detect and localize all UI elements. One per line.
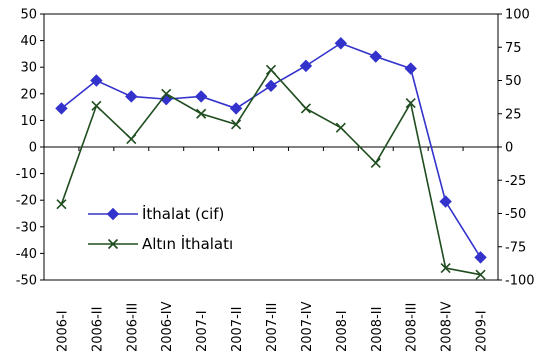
category-label: 2006-II bbox=[90, 307, 105, 352]
series-1-point bbox=[125, 90, 138, 103]
series-2 bbox=[56, 64, 486, 280]
right-axis-tick-label: 75 bbox=[505, 41, 522, 56]
category-label: 2008-II bbox=[370, 307, 385, 352]
left-axis-tick-label: 20 bbox=[20, 87, 37, 102]
series-2-point bbox=[161, 88, 172, 99]
series-2-point bbox=[370, 157, 381, 169]
category-label: 2008-III bbox=[405, 303, 420, 352]
right-axis-tick-label: -100 bbox=[505, 274, 535, 289]
category-label: 2007-III bbox=[265, 303, 280, 352]
right-axis-tick-label: 50 bbox=[505, 74, 522, 89]
category-label: 2007-II bbox=[230, 307, 245, 352]
series-2-point bbox=[91, 100, 102, 111]
series-1-point bbox=[194, 90, 208, 103]
chart-axes: 50403020100-10-20-30-40-501007550250-25-… bbox=[16, 8, 535, 353]
series-2-point bbox=[300, 103, 311, 114]
left-axis-tick-label: 40 bbox=[20, 34, 37, 49]
series-1-point bbox=[369, 50, 382, 63]
category-label: 2006-IV bbox=[160, 301, 175, 352]
series-2-point bbox=[231, 119, 242, 130]
series-1-point bbox=[299, 59, 313, 73]
legend-entry-1: İthalat (cif) bbox=[88, 204, 224, 223]
category-label: 2009-I bbox=[475, 310, 490, 352]
series-2-point bbox=[475, 269, 486, 280]
category-label: 2007-IV bbox=[300, 301, 315, 352]
right-axis-tick-label: 100 bbox=[505, 8, 530, 23]
chart-series-layer bbox=[55, 37, 487, 280]
series-2-point bbox=[126, 133, 137, 145]
legend-marker bbox=[106, 207, 120, 221]
series-2-point bbox=[196, 108, 207, 119]
series-2-point bbox=[56, 199, 67, 210]
chart-legend: İthalat (cif) Altın İthalatı bbox=[88, 204, 233, 253]
series-1-point bbox=[334, 37, 348, 50]
left-axis-tick-label: -20 bbox=[16, 194, 37, 209]
series-1-point bbox=[439, 195, 452, 208]
category-label: 2006-I bbox=[55, 310, 70, 352]
left-axis-tick-label: -50 bbox=[16, 274, 37, 289]
category-label: 2007-I bbox=[195, 310, 210, 352]
series-2-point bbox=[440, 262, 451, 274]
category-label: 2008-IV bbox=[440, 301, 455, 352]
series-1-line bbox=[60, 42, 482, 258]
legend-entry-2: Altın İthalatı bbox=[88, 234, 233, 253]
right-axis-tick-label: 0 bbox=[505, 141, 513, 156]
series-1-point bbox=[404, 62, 417, 75]
legend-label: İthalat (cif) bbox=[142, 204, 224, 223]
series-1-point bbox=[229, 102, 243, 115]
series-2-point bbox=[335, 122, 346, 133]
left-axis-tick-label: 0 bbox=[29, 141, 37, 156]
series-1 bbox=[55, 37, 487, 264]
legend-marker bbox=[107, 238, 119, 250]
left-axis-tick-label: 50 bbox=[20, 8, 37, 23]
left-axis-tick-label: 30 bbox=[20, 61, 37, 76]
series-1-point bbox=[474, 251, 487, 264]
right-axis-tick-label: 25 bbox=[505, 107, 522, 122]
left-axis-tick-label: -40 bbox=[16, 247, 37, 262]
legend-label: Altın İthalatı bbox=[142, 234, 233, 253]
series-1-point bbox=[90, 74, 103, 87]
right-axis-tick-label: -25 bbox=[505, 174, 526, 189]
series-1-point bbox=[264, 79, 278, 93]
right-axis-tick-label: -75 bbox=[505, 240, 526, 255]
left-axis-tick-label: 10 bbox=[20, 114, 37, 129]
series-1-point bbox=[55, 102, 68, 115]
right-axis-tick-label: -50 bbox=[505, 207, 526, 222]
category-label: 2008-I bbox=[335, 310, 350, 352]
left-axis-tick-label: -30 bbox=[16, 220, 37, 235]
series-2-point bbox=[265, 64, 277, 75]
series-2-point bbox=[405, 98, 416, 109]
category-label: 2006-III bbox=[125, 303, 140, 352]
left-axis-tick-label: -10 bbox=[16, 167, 37, 182]
